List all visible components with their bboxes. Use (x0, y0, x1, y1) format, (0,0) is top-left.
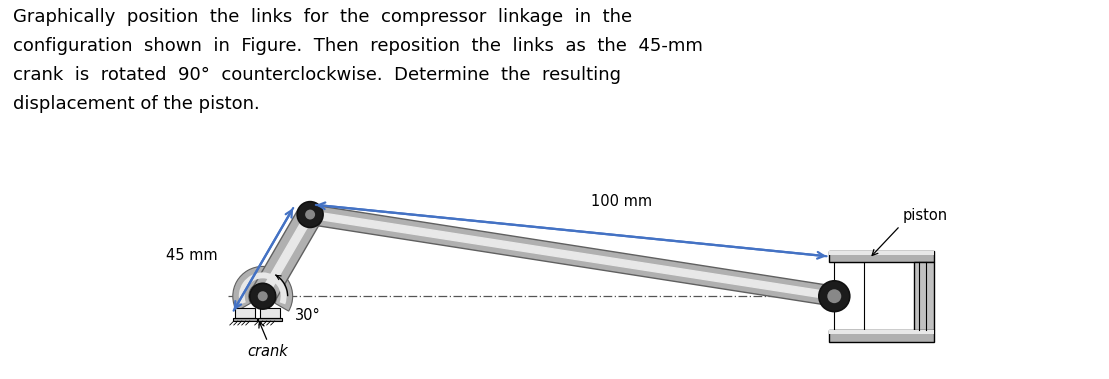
Bar (830, 330, 934, 342)
Text: Graphically  position  the  links  for  the  compressor  linkage  in  the: Graphically position the links for the c… (13, 8, 632, 26)
Bar (257, 318, 282, 321)
Bar (830, 251, 934, 263)
Wedge shape (238, 273, 286, 304)
Bar (233, 318, 257, 321)
Polygon shape (262, 218, 311, 293)
Circle shape (827, 289, 842, 303)
Bar (260, 308, 279, 318)
Circle shape (297, 202, 323, 227)
Text: configuration  shown  in  Figure.  Then  reposition  the  links  as  the  45-mm: configuration shown in Figure. Then repo… (13, 37, 703, 55)
Bar (235, 308, 255, 318)
Bar (830, 330, 934, 334)
Text: 30°: 30° (295, 308, 321, 323)
Text: piston: piston (902, 208, 947, 223)
Bar (834, 263, 864, 330)
Circle shape (257, 291, 267, 301)
Text: crank  is  rotated  90°  counterclockwise.  Determine  the  resulting: crank is rotated 90° counterclockwise. D… (13, 66, 621, 84)
Circle shape (305, 210, 315, 219)
Text: 100 mm: 100 mm (590, 194, 652, 209)
Circle shape (818, 281, 849, 312)
Bar (830, 251, 934, 255)
Wedge shape (233, 266, 293, 311)
Polygon shape (308, 205, 836, 306)
Text: 45 mm: 45 mm (165, 248, 217, 263)
Text: displacement of the piston.: displacement of the piston. (13, 95, 261, 113)
Text: crank: crank (247, 344, 288, 359)
Polygon shape (252, 208, 322, 303)
Circle shape (250, 283, 276, 309)
Bar (914, 263, 934, 330)
Polygon shape (315, 212, 827, 298)
